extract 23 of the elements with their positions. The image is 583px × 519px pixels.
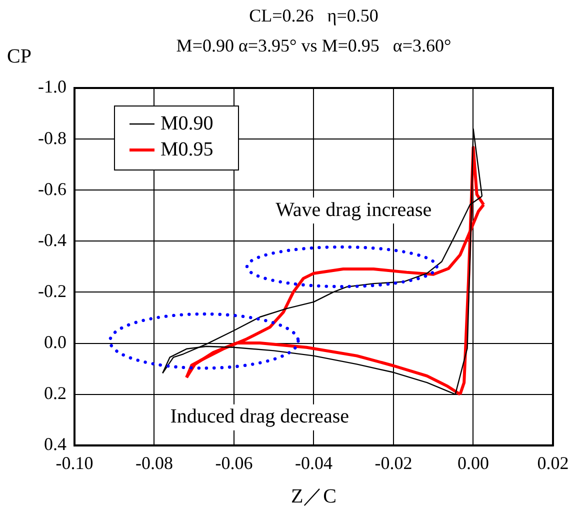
x-tick-label: -0.06 (215, 452, 253, 473)
chart-title: CL=0.26 η=0.50 (249, 6, 378, 26)
legend-label: M0.90 (160, 112, 214, 134)
y-tick-label: 0.0 (44, 332, 66, 352)
y-tick-label: -0.8 (38, 128, 66, 148)
x-tick-label: 0.02 (537, 452, 569, 473)
y-tick-label: 0.4 (44, 434, 66, 454)
x-tick-label: -0.10 (56, 452, 94, 473)
annotation: Induced drag decrease (170, 406, 350, 428)
legend-label: M0.95 (160, 138, 214, 160)
y-tick-label: -1.0 (38, 76, 66, 97)
x-tick-label: -0.04 (294, 452, 332, 473)
y-tick-label: -0.6 (38, 178, 66, 199)
y-axis-title: CP (7, 45, 32, 68)
y-tick-label: 0.2 (44, 383, 66, 404)
x-axis-title: Z／C (290, 485, 337, 508)
y-tick-label: -0.4 (38, 230, 66, 250)
x-tick-label: -0.08 (135, 452, 173, 473)
x-tick-label: -0.02 (374, 452, 412, 473)
chart-subtitle: M=0.90 α=3.95° vs M=0.95 α=3.60° (176, 36, 452, 56)
annotation: Wave drag increase (276, 198, 432, 221)
x-tick-label: 0.00 (458, 452, 489, 473)
y-tick-label: -0.2 (38, 280, 66, 301)
